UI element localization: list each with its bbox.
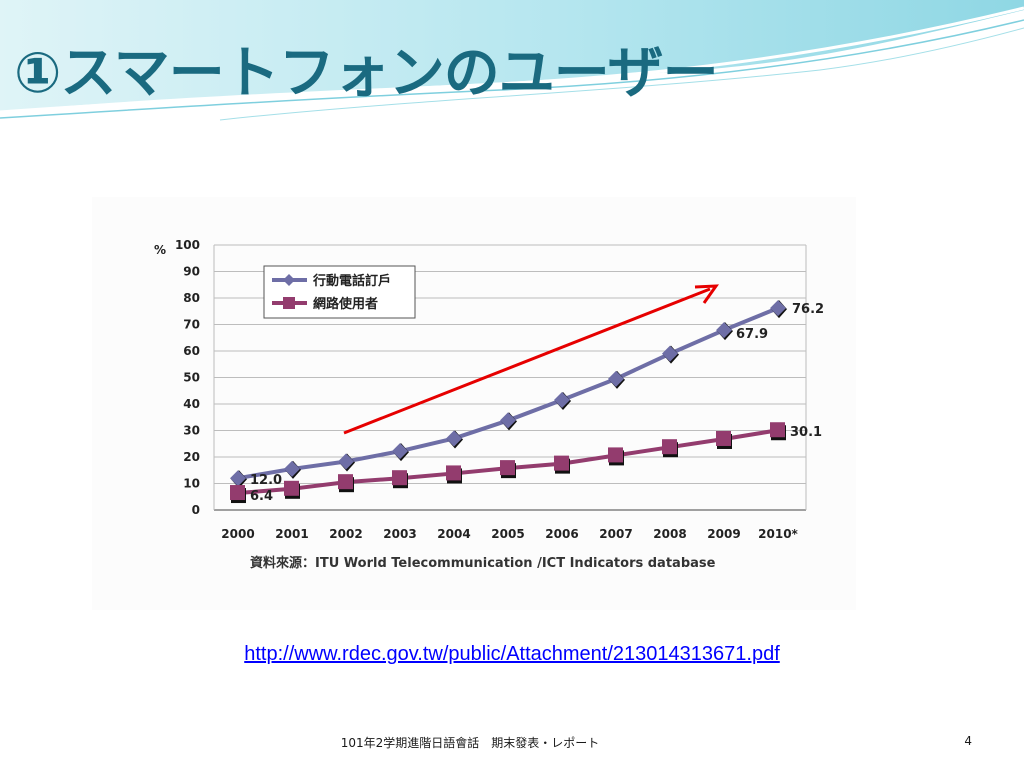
line-chart: 0 10 20 30 40 50 60 70 80 90 100% 2000 2001 2002 2003 2… xyxy=(154,238,824,571)
data-point xyxy=(716,430,731,446)
data-point xyxy=(392,470,407,486)
y-axis-label: % xyxy=(154,243,166,257)
data-point xyxy=(392,443,408,460)
data-label: 76.2 xyxy=(792,302,824,317)
x-tick-label: 2007 xyxy=(599,527,632,541)
y-tick-label: 30 xyxy=(183,424,200,438)
data-point xyxy=(284,480,299,496)
data-point xyxy=(662,345,678,362)
x-tick-label: 2006 xyxy=(545,527,578,541)
x-tick-label: 2003 xyxy=(383,527,416,541)
data-point xyxy=(230,485,245,501)
chart-image: 0 10 20 30 40 50 60 70 80 90 100% 2000 2001 2002 2003 2… xyxy=(92,197,856,610)
series-line xyxy=(237,306,779,481)
data-point xyxy=(284,460,300,477)
data-point xyxy=(446,465,461,481)
legend-marker xyxy=(283,297,295,309)
legend-marker xyxy=(283,274,295,286)
x-tick-label: 2009 xyxy=(707,527,740,541)
data-point xyxy=(338,474,353,490)
data-point xyxy=(608,447,623,463)
source-note: 資料來源：ITU World Telecommunication /ICT In… xyxy=(250,555,716,571)
trend-arrow xyxy=(343,287,711,435)
data-point xyxy=(230,470,246,487)
data-point xyxy=(770,422,785,438)
x-tick-label: 2004 xyxy=(437,527,470,541)
y-tick-label: 0 xyxy=(192,503,200,517)
x-tick-label: 2000 xyxy=(221,527,254,541)
legend-label: 網路使用者 xyxy=(313,296,378,312)
data-label: 12.0 xyxy=(250,473,282,488)
x-tick-label: 2005 xyxy=(491,527,524,541)
data-point xyxy=(554,455,569,471)
background-wave xyxy=(0,0,1024,121)
y-tick-label: 100 xyxy=(175,238,200,252)
trend-arrow-head xyxy=(694,284,719,304)
y-tick-label: 40 xyxy=(183,397,200,411)
y-tick-label: 80 xyxy=(183,291,200,305)
y-tick-label: 90 xyxy=(183,265,200,279)
data-point xyxy=(770,300,786,317)
data-point xyxy=(446,430,462,447)
slide-title: ①スマートフォンのユーザー xyxy=(14,41,719,106)
legend-label: 行動電話訂戶 xyxy=(312,273,391,289)
y-tick-label: 50 xyxy=(183,371,200,385)
y-tick-label: 60 xyxy=(183,344,200,358)
y-tick-label: 20 xyxy=(183,450,200,464)
data-point xyxy=(338,453,354,470)
x-tick-label: 2002 xyxy=(329,527,362,541)
data-label: 30.1 xyxy=(790,425,822,440)
data-point xyxy=(500,460,515,476)
data-point xyxy=(716,322,732,339)
x-tick-label: 2010* xyxy=(758,527,798,541)
data-point xyxy=(554,392,570,409)
y-tick-label: 70 xyxy=(183,318,200,332)
x-tick-label: 2001 xyxy=(275,527,308,541)
data-point xyxy=(500,412,516,429)
data-point xyxy=(662,439,677,455)
data-point xyxy=(608,370,624,387)
footer-text: 101年2学期進階日語會話 期末發表・レポート xyxy=(340,736,600,750)
data-label: 6.4 xyxy=(250,489,273,504)
page-number: 4 xyxy=(964,734,972,748)
source-link[interactable]: http://www.rdec.gov.tw/public/Attachment… xyxy=(244,643,780,665)
x-tick-label: 2008 xyxy=(653,527,686,541)
y-tick-label: 10 xyxy=(183,477,200,491)
data-label: 67.9 xyxy=(736,327,768,342)
